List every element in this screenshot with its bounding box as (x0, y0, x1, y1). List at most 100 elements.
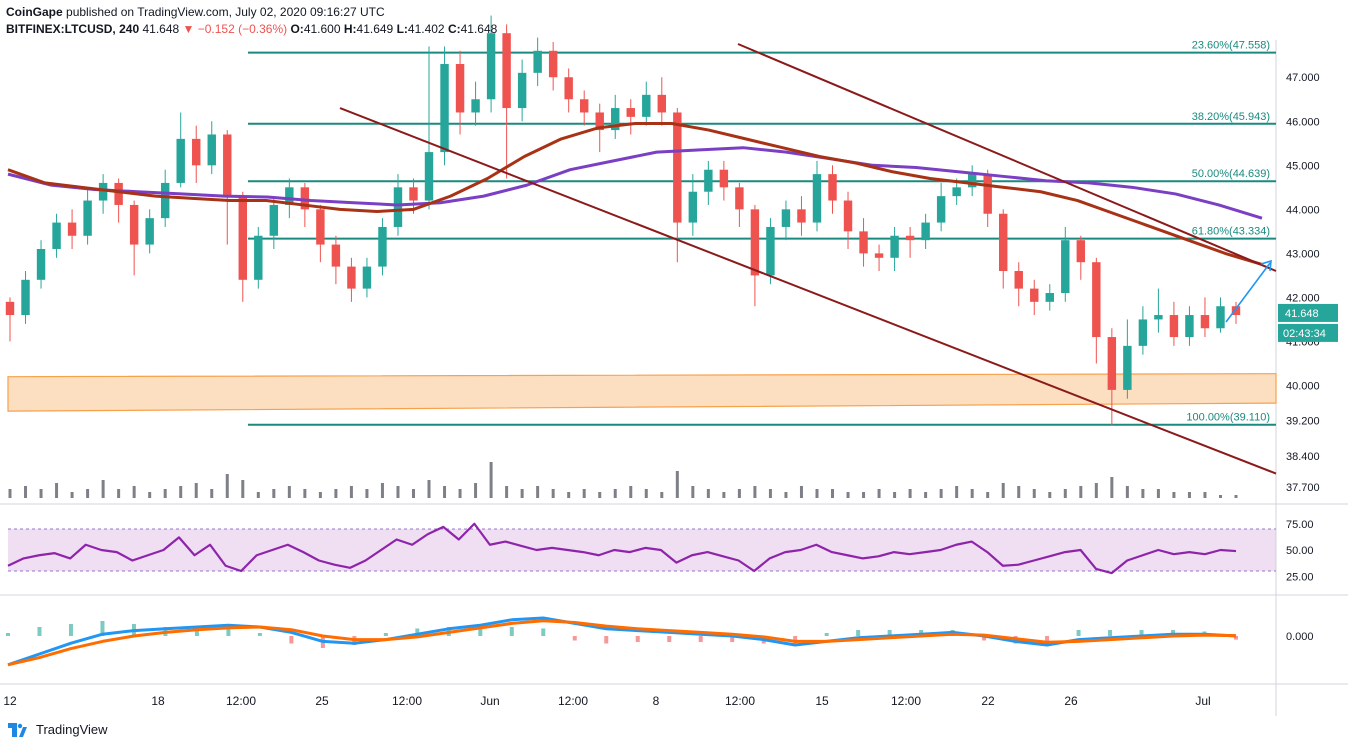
time-axis-tick: 12 (3, 694, 17, 708)
volume-bar (1032, 489, 1036, 498)
macd-histogram-bar (1108, 630, 1113, 636)
price-axis-tick: 46.000 (1286, 116, 1320, 128)
volume-bar (1125, 486, 1129, 498)
price-axis-tick: 45.000 (1286, 160, 1320, 172)
volume-bar (303, 489, 307, 498)
trendline-upper (737, 43, 1277, 272)
volume-bar (287, 486, 291, 498)
ohlc-close: 41.648 (460, 22, 498, 36)
footer: TradingView (8, 722, 108, 737)
time-axis-tick: 25 (315, 694, 329, 708)
ohlc-open: 41.600 (303, 22, 341, 36)
tradingview-logo-icon (8, 722, 27, 737)
volume-bar (706, 489, 710, 498)
last-price-badge (1278, 303, 1338, 322)
volume-bar (613, 489, 617, 498)
volume-bar (8, 489, 12, 498)
candle-body (735, 187, 744, 210)
candle-body (331, 244, 341, 267)
ma-brown-line (7, 121, 1263, 266)
volume-bar (908, 489, 912, 498)
tradingview-brand[interactable]: TradingView (36, 722, 108, 737)
ohlc-low-label: L: (396, 22, 408, 36)
volume-bar (799, 486, 803, 498)
volume-bar (1094, 483, 1098, 498)
volume-bar (396, 486, 400, 498)
volume-bar (70, 492, 74, 498)
candle-body (300, 187, 310, 210)
macd-histogram-bar (6, 633, 10, 636)
candle-body (455, 64, 465, 113)
candle-body (750, 209, 760, 276)
volume-bar (489, 462, 493, 498)
candle-body (176, 138, 185, 183)
volume-bar (365, 489, 369, 498)
macd-signal-line (7, 619, 1237, 667)
volume-bar (86, 489, 90, 498)
fib-level-label: 38.20%(45.943) (1192, 111, 1270, 123)
fib-level-label: 100.00%(39.110) (1186, 412, 1270, 424)
candle-body (207, 134, 216, 166)
candle-body (192, 138, 201, 166)
candle-body (223, 134, 232, 197)
macd-histogram-bar (824, 633, 829, 636)
volume-bar (815, 489, 819, 498)
volume-bar (551, 489, 555, 498)
volume-bar (474, 483, 478, 498)
candle-body (1200, 315, 1210, 329)
volume-bar (1156, 489, 1160, 498)
macd-histogram-bar (698, 636, 703, 642)
volume-bar (768, 489, 772, 498)
macd-histogram-bar (257, 633, 262, 636)
price-axis-tick: 37.700 (1286, 482, 1320, 494)
volume-bar (334, 489, 338, 498)
candle-body (1092, 262, 1101, 338)
macd-histogram-bar (541, 628, 546, 636)
price-axis-tick: 38.400 (1286, 451, 1320, 463)
candle-body (238, 196, 247, 280)
candle-body (797, 209, 806, 223)
volume-bar (939, 489, 943, 498)
price-change: ▼ −0.152 (−0.36%) (182, 22, 288, 36)
volume-bar (970, 489, 974, 498)
candle-body (890, 235, 899, 258)
candle-body (828, 174, 837, 201)
volume-bar (39, 489, 43, 498)
macd-axis-tick: 0.000 (1286, 631, 1314, 643)
candle-body (409, 187, 418, 201)
time-axis-tick: Jul (1195, 694, 1210, 708)
ohlc-close-label: C: (447, 22, 461, 36)
volume-bar (737, 489, 741, 498)
macd-histogram-bar (667, 636, 672, 642)
volume-bar (380, 483, 384, 498)
time-axis-tick: 12:00 (725, 694, 755, 708)
macd-histogram-bar (1139, 630, 1144, 636)
volume-bar (272, 489, 276, 498)
volume-bar (349, 486, 353, 498)
candle-body (843, 200, 853, 232)
price-axis-tick: 39.200 (1286, 416, 1320, 428)
last-price-label: 41.648 (1285, 308, 1319, 320)
volume-bar (24, 486, 28, 498)
candle-body (657, 94, 667, 113)
macd-histogram-bar (37, 627, 42, 636)
macd-histogram-bar (604, 636, 609, 644)
candle-body (1154, 315, 1163, 320)
support-zone (7, 373, 1277, 412)
published-text: published on TradingView.com, July 02, 2… (66, 5, 385, 19)
macd-histogram-bar (68, 624, 73, 636)
fib-level-label: 50.00%(44.639) (1192, 168, 1270, 180)
candle-body (936, 196, 946, 223)
candle-body (704, 169, 713, 192)
volume-bar (986, 492, 990, 498)
candle-body (1169, 315, 1179, 338)
volume-bar (443, 486, 447, 498)
macd-histogram-bar (887, 630, 892, 636)
publisher-name[interactable]: CoinGape (6, 5, 63, 19)
ohlc-high: 41.649 (356, 22, 394, 36)
candle-body (254, 235, 263, 280)
candle-body (347, 266, 356, 289)
volume-bar (520, 489, 524, 498)
candle-body (285, 187, 294, 205)
time-axis-tick: 12:00 (226, 694, 256, 708)
